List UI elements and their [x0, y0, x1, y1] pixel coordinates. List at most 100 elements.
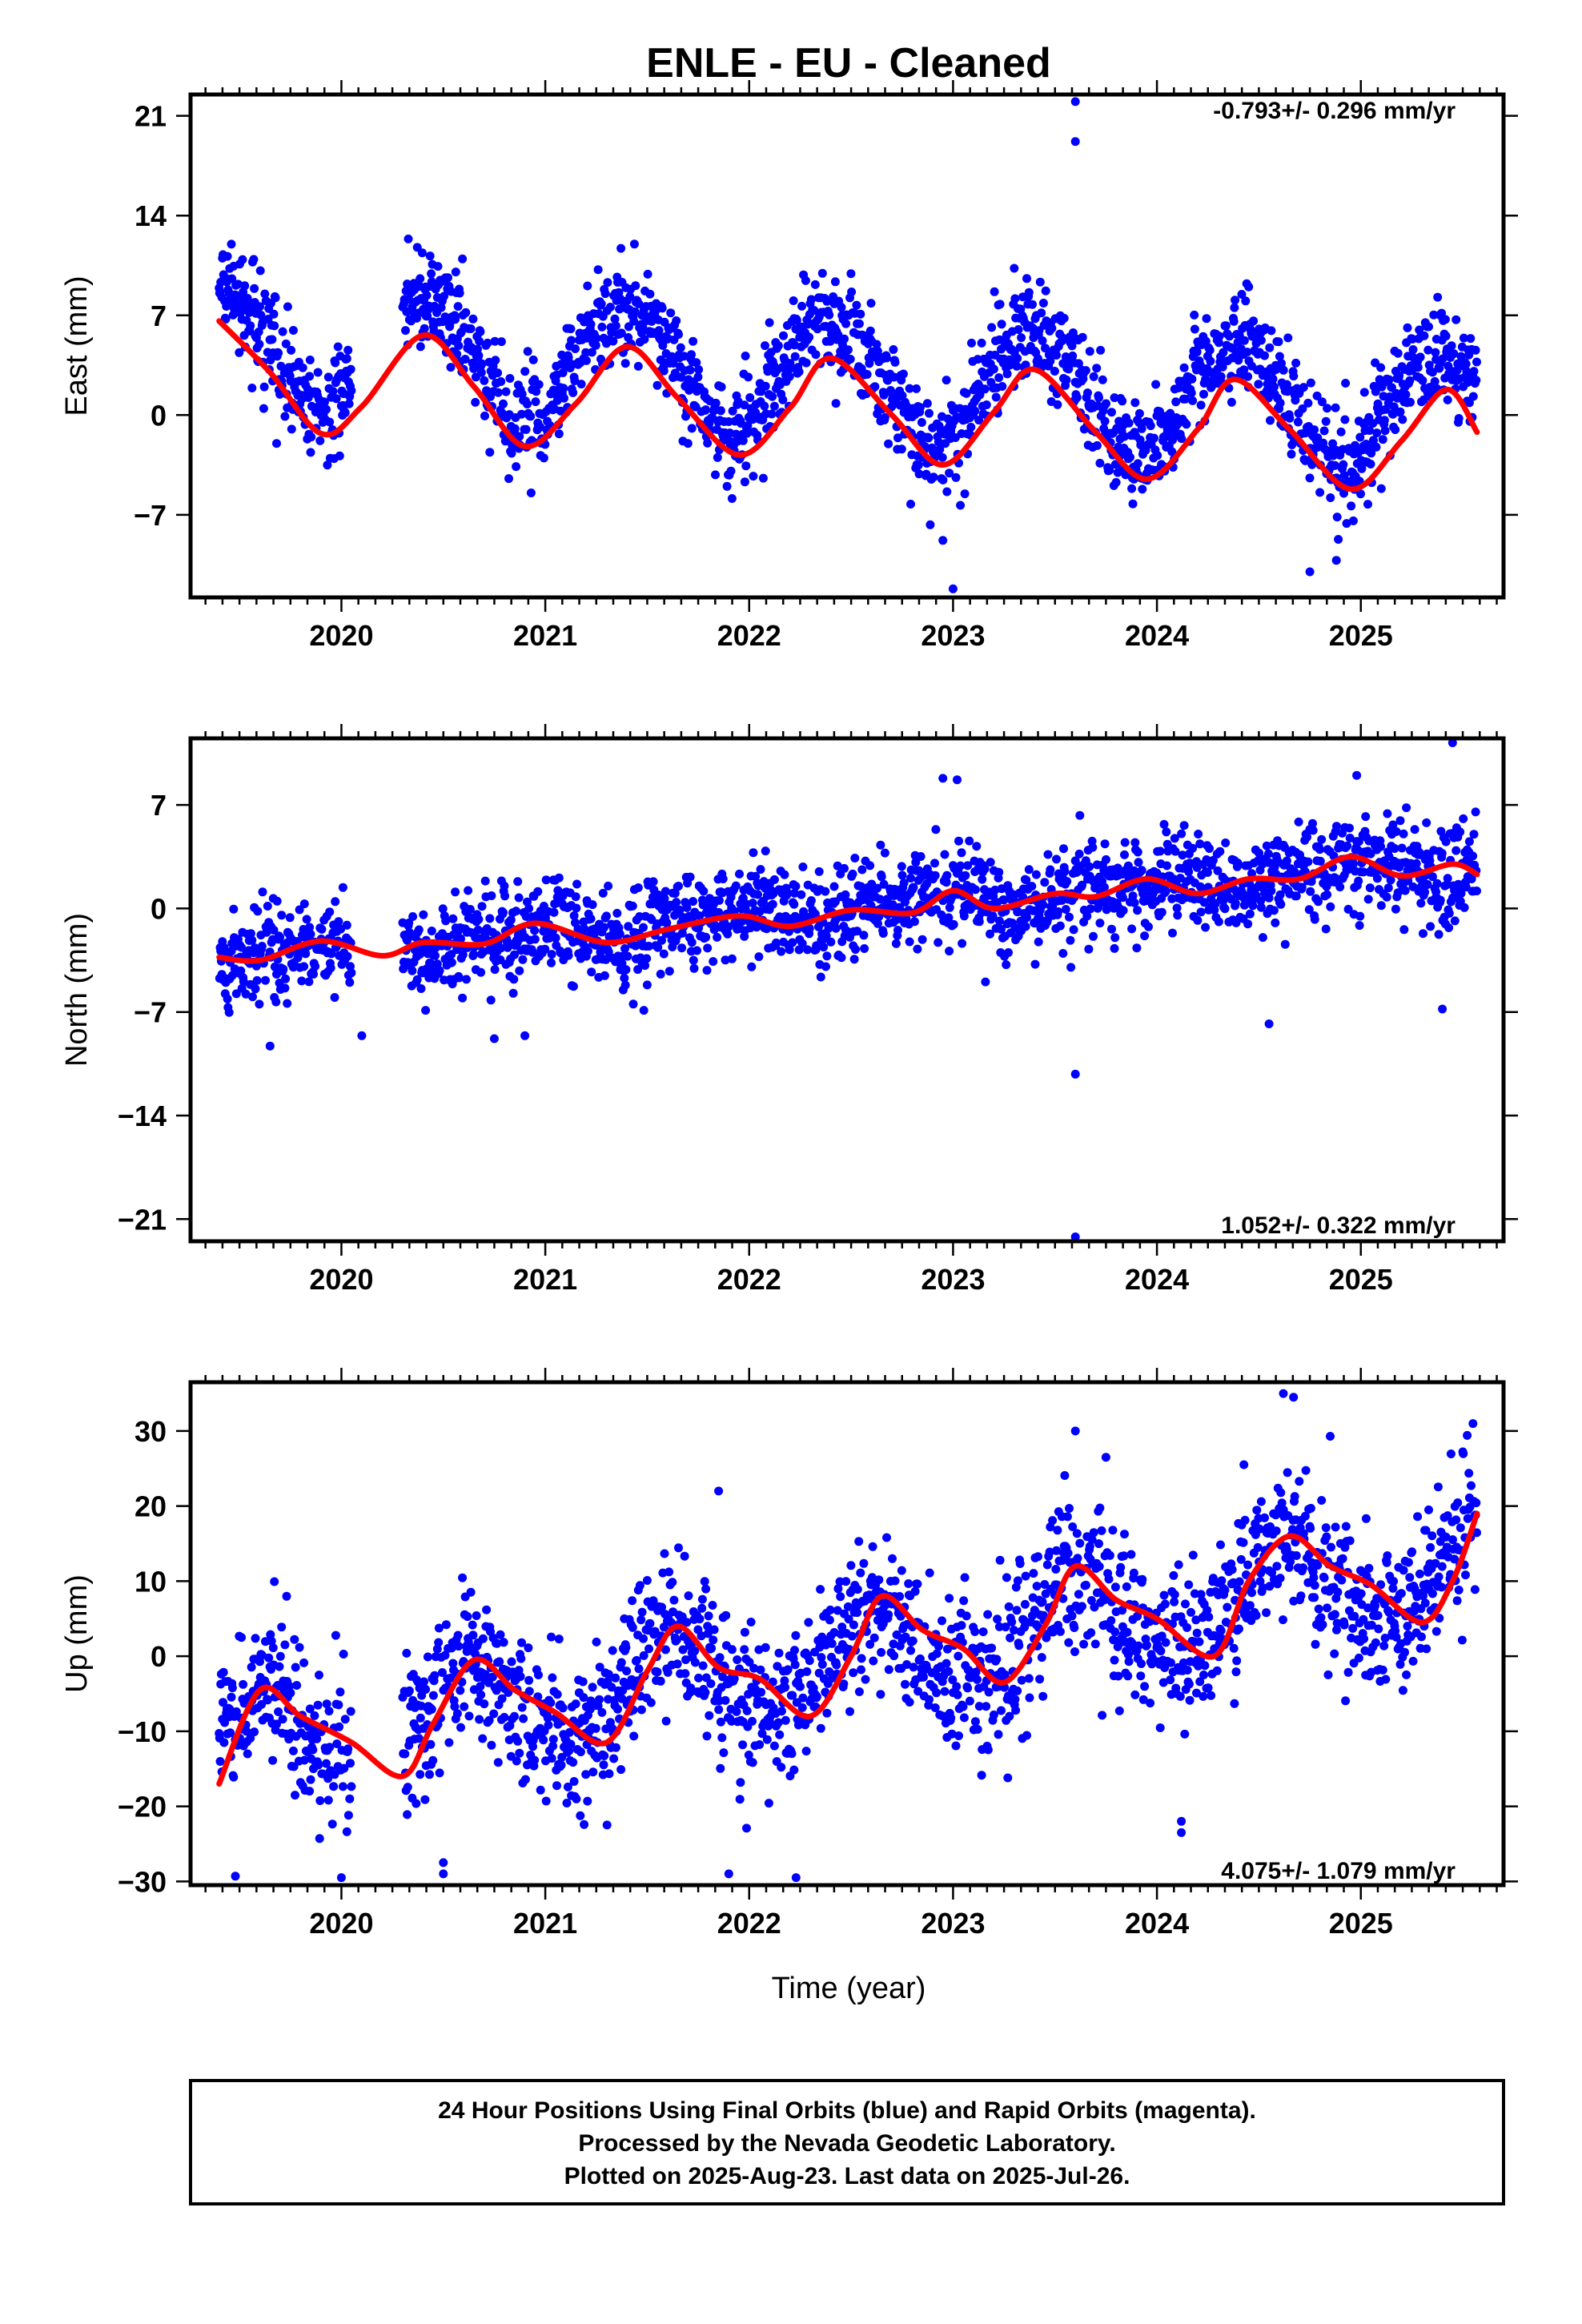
data-point — [1188, 843, 1198, 853]
data-point — [1469, 830, 1479, 839]
data-point — [616, 243, 626, 253]
data-point — [687, 938, 697, 947]
data-point — [566, 1739, 576, 1749]
x-tick-label: 2020 — [309, 619, 373, 652]
data-point — [850, 854, 860, 862]
data-point — [1046, 356, 1055, 366]
data-point — [1418, 376, 1427, 385]
data-point — [942, 870, 952, 880]
data-point — [694, 365, 704, 374]
data-point — [1060, 866, 1070, 876]
data-point — [1243, 919, 1253, 929]
data-point — [922, 399, 932, 408]
data-point — [681, 1655, 690, 1664]
data-point — [223, 251, 232, 261]
data-point — [604, 881, 613, 891]
data-point — [914, 469, 924, 479]
data-point — [1294, 817, 1303, 826]
data-point — [1357, 464, 1367, 473]
data-point — [493, 1758, 503, 1767]
data-point — [1078, 880, 1086, 890]
data-point — [1416, 899, 1426, 908]
data-point — [636, 1615, 646, 1625]
data-point — [675, 905, 685, 915]
data-point — [520, 367, 530, 376]
data-point — [880, 413, 889, 422]
data-point — [1022, 913, 1031, 923]
data-point — [934, 437, 943, 447]
data-point — [744, 1690, 753, 1699]
data-point — [665, 1567, 674, 1577]
data-point — [504, 474, 513, 484]
data-point — [270, 321, 279, 331]
data-point — [1276, 899, 1286, 909]
data-point — [612, 908, 622, 918]
data-point — [644, 1644, 653, 1654]
data-point — [756, 1665, 765, 1675]
data-point — [568, 982, 578, 991]
data-point — [790, 888, 799, 898]
data-point — [689, 963, 699, 973]
data-point — [1269, 382, 1279, 392]
data-point — [829, 882, 839, 891]
data-point — [777, 1763, 786, 1772]
data-point — [1046, 865, 1055, 875]
data-point — [738, 1740, 748, 1750]
data-point — [1038, 336, 1047, 345]
data-point — [276, 361, 286, 371]
data-point — [257, 942, 267, 951]
data-point — [749, 472, 758, 481]
data-point — [852, 300, 861, 310]
data-point — [420, 324, 429, 333]
data-point — [1040, 878, 1050, 887]
data-point — [1220, 904, 1230, 914]
data-point — [1441, 332, 1451, 341]
data-point — [277, 911, 287, 920]
data-point — [1291, 358, 1301, 368]
data-point — [554, 429, 564, 439]
data-point — [997, 320, 1006, 329]
data-point — [1099, 883, 1109, 892]
data-point — [269, 925, 279, 935]
data-point — [257, 1651, 267, 1660]
data-point — [271, 997, 281, 1007]
data-point — [1094, 393, 1103, 403]
data-point — [1342, 519, 1351, 529]
data-point — [926, 520, 935, 529]
data-point — [239, 977, 248, 987]
data-point — [747, 962, 757, 971]
data-point — [711, 470, 720, 480]
data-point — [944, 913, 954, 923]
data-point — [801, 358, 811, 368]
data-point — [326, 963, 335, 973]
data-point — [1435, 895, 1445, 905]
data-point — [1133, 906, 1142, 915]
data-point — [654, 326, 664, 336]
data-point — [588, 1767, 598, 1777]
data-point — [268, 1755, 278, 1765]
data-point — [745, 1658, 754, 1667]
data-point — [523, 347, 532, 356]
data-point — [616, 328, 626, 338]
data-point — [1021, 922, 1030, 931]
data-point — [455, 288, 464, 298]
data-point — [307, 432, 316, 442]
data-point — [1055, 921, 1065, 931]
data-point — [568, 388, 578, 397]
data-point — [242, 1727, 251, 1736]
data-point — [1371, 387, 1380, 396]
data-point — [805, 923, 814, 933]
data-point — [645, 1618, 655, 1628]
data-point — [1196, 400, 1206, 410]
data-point — [974, 917, 984, 927]
data-point — [517, 1638, 526, 1647]
data-point — [1345, 823, 1354, 833]
data-point — [343, 345, 353, 355]
data-point — [1401, 390, 1411, 400]
data-point — [1034, 354, 1042, 364]
data-point — [726, 466, 736, 476]
data-point — [299, 899, 309, 909]
data-point — [338, 1782, 347, 1791]
data-point — [711, 398, 721, 408]
data-point — [977, 338, 986, 348]
